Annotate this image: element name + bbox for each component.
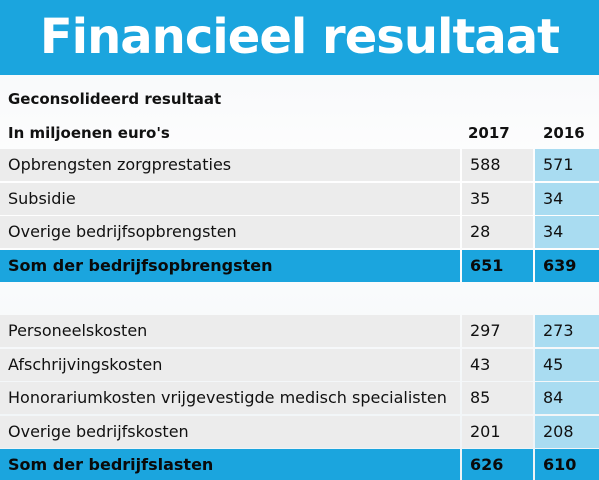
cell: 201 xyxy=(462,415,533,448)
total-cell: Som der bedrijfsopbrengsten xyxy=(0,249,460,282)
cell: 571 xyxy=(535,149,599,181)
cell: 85 xyxy=(462,382,533,414)
cell: 35 xyxy=(462,182,533,215)
total-cell: 651 xyxy=(462,249,533,282)
cell: 273 xyxy=(535,315,599,347)
cell: 34 xyxy=(535,216,599,248)
cell: 208 xyxy=(535,415,599,448)
title: Financieel resultaat xyxy=(0,0,599,75)
cell: Subsidie xyxy=(0,182,460,215)
cell: Afschrijvingskosten xyxy=(0,348,460,381)
unit-label: In miljoenen euro's xyxy=(8,124,170,142)
cell: 34 xyxy=(535,182,599,215)
cell: 45 xyxy=(535,348,599,381)
subtitle: Geconsolideerd resultaat xyxy=(8,90,222,108)
total-cell: Som der bedrijfslasten xyxy=(0,449,460,480)
total-cell: 639 xyxy=(535,249,599,282)
cell: Opbrengsten zorgprestaties xyxy=(0,149,460,181)
cell: 28 xyxy=(462,216,533,248)
cell: 84 xyxy=(535,382,599,414)
cell: 43 xyxy=(462,348,533,381)
cell: 588 xyxy=(462,149,533,181)
column-header: 2017 xyxy=(468,124,510,142)
cell: Overige bedrijfskosten xyxy=(0,415,460,448)
cell: Honorariumkosten vrijgevestigde medisch … xyxy=(0,382,460,414)
total-cell: 610 xyxy=(535,449,599,480)
column-header: 2016 xyxy=(543,124,585,142)
total-cell: 626 xyxy=(462,449,533,480)
cell: 297 xyxy=(462,315,533,347)
cell: Overige bedrijfsopbrengsten xyxy=(0,216,460,248)
cell: Personeelskosten xyxy=(0,315,460,347)
